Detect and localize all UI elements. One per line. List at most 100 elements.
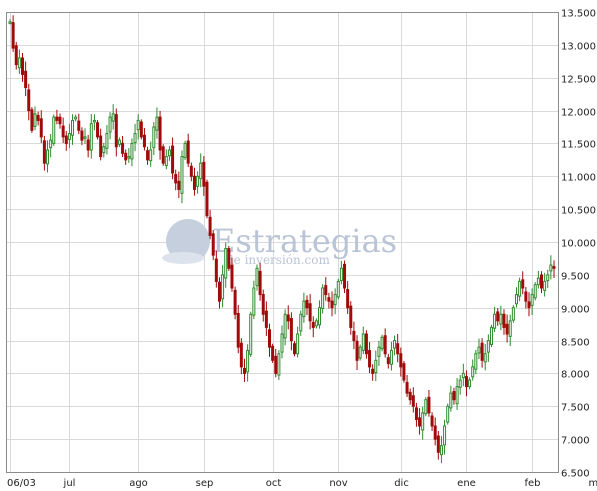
candle <box>436 430 440 460</box>
candle <box>83 128 87 144</box>
candle <box>452 387 456 405</box>
candle <box>96 120 100 140</box>
candle <box>217 277 221 309</box>
candle <box>318 300 322 329</box>
candle <box>414 402 418 427</box>
candle <box>364 330 368 359</box>
candle <box>14 41 18 70</box>
x-tick-label: 06/03 <box>7 478 36 489</box>
candle <box>208 209 212 240</box>
candle <box>142 127 146 151</box>
candle <box>321 284 325 314</box>
candle <box>111 104 115 130</box>
candle <box>164 149 168 170</box>
candle <box>474 349 478 375</box>
candle <box>214 250 218 288</box>
candle <box>439 435 443 464</box>
candle <box>549 255 553 280</box>
candle <box>336 278 340 300</box>
x-tick-label: ene <box>457 478 476 489</box>
candle <box>227 245 231 271</box>
candle <box>443 419 447 455</box>
candle <box>42 135 46 171</box>
candle <box>305 295 309 316</box>
candle <box>396 334 400 363</box>
candle <box>471 359 475 381</box>
candle <box>343 260 347 293</box>
candle <box>249 311 253 357</box>
candle <box>211 230 215 261</box>
candle <box>508 314 512 347</box>
candle <box>424 397 428 417</box>
candle <box>527 292 531 317</box>
candle <box>64 131 68 151</box>
candle <box>333 288 337 315</box>
y-tick-label: 12.500 <box>561 75 596 86</box>
candle <box>71 114 75 145</box>
candle <box>124 149 128 165</box>
candle <box>58 113 62 129</box>
candle <box>511 305 515 323</box>
candle <box>493 306 497 333</box>
y-tick-label: 13.000 <box>561 42 596 53</box>
chart-axes <box>6 12 559 473</box>
candle <box>411 387 415 413</box>
candle <box>324 277 328 301</box>
y-tick-label: 13.500 <box>561 9 596 20</box>
candle <box>358 344 362 361</box>
candle <box>339 260 343 285</box>
candle <box>421 406 425 440</box>
candle <box>383 328 387 358</box>
candle <box>402 361 406 383</box>
candle <box>386 353 390 369</box>
y-axis-labels: 6.500 7.000 7.500 8.000 8.500 9.000 9.500 10.00… <box>561 9 596 480</box>
candle <box>311 316 315 338</box>
candle <box>349 301 353 335</box>
candle <box>67 123 71 149</box>
candle <box>486 334 490 362</box>
candle <box>393 335 397 356</box>
candle <box>280 325 284 359</box>
candle <box>461 363 465 387</box>
candle <box>496 308 500 326</box>
candle <box>239 338 243 375</box>
candle <box>117 137 121 147</box>
candle <box>177 171 181 198</box>
candle <box>202 156 206 196</box>
candle <box>346 281 350 314</box>
candle <box>136 114 140 140</box>
candle <box>8 19 12 25</box>
candle <box>230 257 234 292</box>
candle <box>55 109 59 125</box>
candle <box>283 309 287 346</box>
x-tick-label: ago <box>129 478 148 489</box>
candle <box>246 344 250 382</box>
watermark-brand: Estrategias <box>212 222 397 260</box>
y-tick-label: 6.500 <box>561 469 590 480</box>
candle <box>521 271 525 295</box>
candle <box>39 110 43 144</box>
candle <box>530 288 534 316</box>
candle <box>502 309 506 335</box>
candle <box>149 141 153 167</box>
candle <box>174 169 178 191</box>
candle <box>427 389 431 417</box>
candle <box>252 280 256 319</box>
candle <box>299 310 303 336</box>
candle <box>171 137 175 180</box>
x-tick-label: mar <box>589 478 597 489</box>
candle <box>455 378 459 410</box>
x-axis-labels: 06/03julagosepoctnovdicenefebmarabr06/03 <box>7 478 597 489</box>
candle <box>536 270 540 289</box>
candle <box>446 403 450 425</box>
candle <box>196 171 200 194</box>
candle <box>183 140 187 160</box>
candle <box>27 83 31 121</box>
candle <box>524 286 528 309</box>
candle <box>114 108 118 157</box>
y-tick-label: 9.500 <box>561 272 590 283</box>
candle <box>552 260 556 279</box>
plot-frame <box>6 12 559 473</box>
candle <box>133 123 137 152</box>
candle <box>17 49 21 74</box>
